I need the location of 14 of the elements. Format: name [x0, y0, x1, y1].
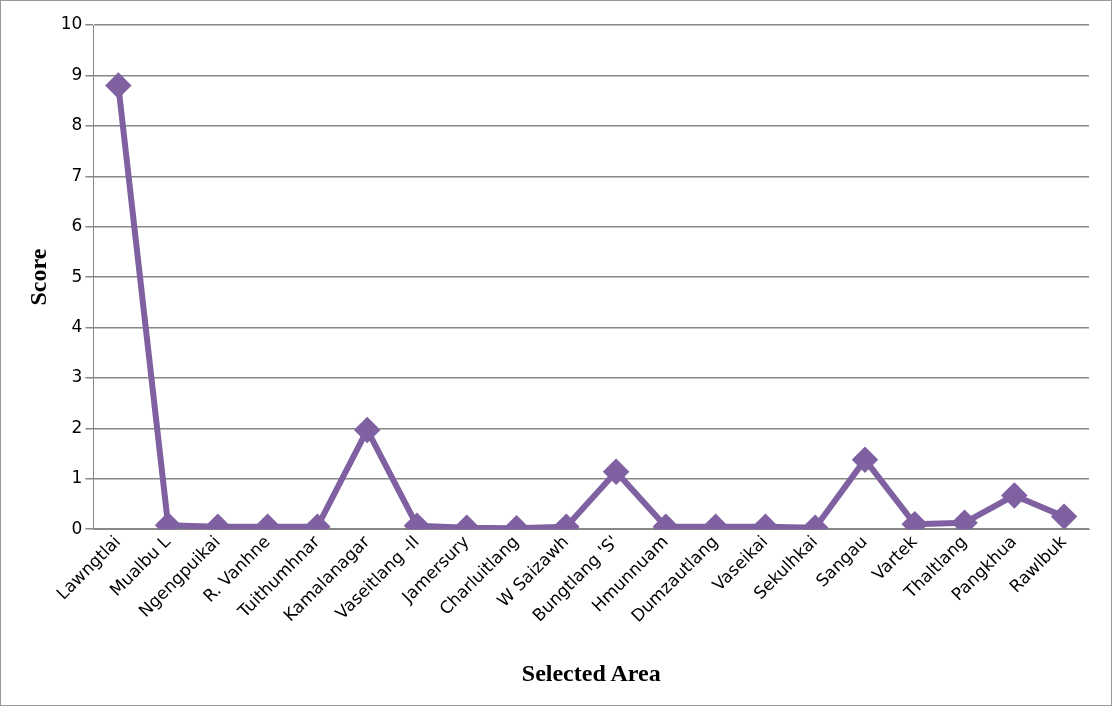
y-tick-label: 3 [71, 366, 83, 387]
x-axis-title: Selected Area [521, 659, 661, 686]
y-tick-label: 8 [71, 114, 83, 135]
y-tick-label: 10 [60, 13, 83, 34]
y-tick-label: 0 [71, 517, 83, 538]
y-tick-label: 7 [71, 164, 83, 185]
y-tick-label: 6 [71, 215, 83, 236]
point [106, 73, 131, 98]
y-tick-label: 1 [71, 467, 83, 488]
y-axis-title: Score [24, 248, 51, 306]
y-tick-label: 4 [71, 315, 83, 336]
y-tick-label: 5 [71, 265, 83, 286]
y-tick-label: 9 [71, 63, 83, 84]
y-tick-label: 2 [71, 416, 83, 437]
